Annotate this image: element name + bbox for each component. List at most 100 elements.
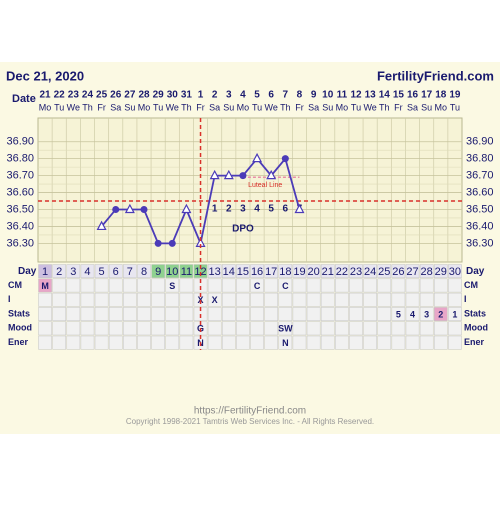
table-cell: [52, 321, 67, 336]
y-tick-label: 36.40: [6, 220, 34, 232]
table-cell: [221, 307, 236, 321]
dpo-number: 5: [268, 204, 274, 215]
table-cell: [52, 264, 67, 279]
table-cell: [80, 321, 95, 336]
table-cell: [391, 264, 406, 279]
date-label: Date: [12, 93, 36, 105]
table-cell: [278, 335, 293, 350]
weekday: Th: [280, 102, 291, 112]
chart-title: Dec 21, 2020: [6, 68, 84, 83]
table-cell: [221, 292, 236, 307]
cell-text: S: [169, 281, 175, 291]
table-cell: [405, 292, 420, 307]
cycle-day: 17: [265, 266, 277, 278]
date: 9: [311, 90, 317, 101]
weekday: Fr: [97, 102, 106, 112]
table-cell: [292, 278, 307, 293]
site-name: FertilityFriend.com: [377, 68, 494, 83]
weekday: We: [67, 102, 80, 112]
table-cell: [151, 278, 165, 293]
date: 17: [421, 90, 433, 101]
temperature-point: [209, 169, 220, 180]
date: 16: [407, 90, 419, 101]
table-cell: [80, 292, 95, 307]
table-cell: [405, 264, 420, 279]
table-cell: [123, 264, 137, 279]
table-cell: [165, 307, 180, 321]
cell-text: 5: [396, 309, 401, 319]
table-cell: [236, 321, 250, 336]
y-tick-label-right: 36.50: [466, 203, 494, 215]
table-cell: [123, 321, 137, 336]
table-cell: [292, 264, 307, 279]
table-cell: [221, 278, 236, 293]
table-cell: [165, 292, 180, 307]
table-cell: [320, 335, 335, 350]
weekday: Tu: [351, 102, 361, 112]
table-cell: [123, 307, 137, 321]
temperature-point: [294, 203, 305, 214]
weekday: Sa: [209, 102, 220, 112]
table-cell: [320, 278, 335, 293]
date: 6: [268, 90, 274, 101]
table-cell: [250, 264, 264, 279]
y-tick-label: 36.60: [6, 186, 34, 198]
table-cell: [108, 335, 123, 350]
table-cell: [38, 335, 52, 350]
table-cell: [377, 292, 392, 307]
y-tick-label: 36.70: [6, 170, 34, 182]
table-cell: [363, 264, 377, 279]
table-cell: [236, 278, 250, 293]
temperature-point: [281, 155, 289, 163]
footer-copyright: Copyright 1998-2021 Tamtris Web Services…: [126, 417, 374, 426]
table-cell: [94, 335, 109, 350]
table-cell: [433, 307, 448, 321]
table-cell: [320, 307, 335, 321]
weekday: Fr: [295, 102, 304, 112]
table-cell: [405, 307, 420, 321]
table-cell: [207, 264, 222, 279]
table-cell: [108, 292, 123, 307]
luteal-label: Luteal Line: [248, 182, 282, 189]
cell-text: M: [41, 281, 49, 291]
row-label-right: Ener: [464, 337, 485, 347]
table-cell: [433, 321, 448, 336]
table-cell: [363, 335, 377, 350]
dpo-number: 1: [212, 204, 218, 215]
date: 14: [379, 90, 391, 101]
table-cell: [165, 335, 180, 350]
table-cell: [123, 292, 137, 307]
date: 28: [138, 90, 150, 101]
cycle-day: 18: [279, 266, 291, 278]
table-cell: [179, 307, 194, 321]
table-cell: [264, 321, 279, 336]
temperature-point: [168, 239, 176, 247]
date: 24: [82, 90, 94, 101]
table-cell: [38, 264, 52, 279]
table-cell: [264, 264, 279, 279]
table-cell: [137, 292, 151, 307]
table-cell: [94, 264, 109, 279]
table-cell: [52, 307, 67, 321]
table-cell: [419, 278, 434, 293]
date: 4: [240, 90, 246, 101]
table-cell: [250, 278, 264, 293]
dpo-number: 2: [226, 204, 232, 215]
weekday: Mo: [336, 102, 349, 112]
table-cell: [363, 278, 377, 293]
weekday: Th: [82, 102, 93, 112]
table-cell: [306, 335, 321, 350]
date: 8: [297, 90, 303, 101]
cell-text: 2: [438, 309, 443, 319]
date: 23: [68, 90, 80, 101]
table-cell: [66, 321, 81, 336]
table-cell: [292, 292, 307, 307]
table-cell: [137, 307, 151, 321]
row-label: Ener: [8, 337, 29, 347]
date: 2: [212, 90, 218, 101]
date: 31: [181, 90, 193, 101]
cycle-day: 4: [84, 266, 90, 278]
cell-text: C: [254, 281, 261, 291]
date: 1: [198, 90, 204, 101]
table-cell: [193, 278, 208, 293]
